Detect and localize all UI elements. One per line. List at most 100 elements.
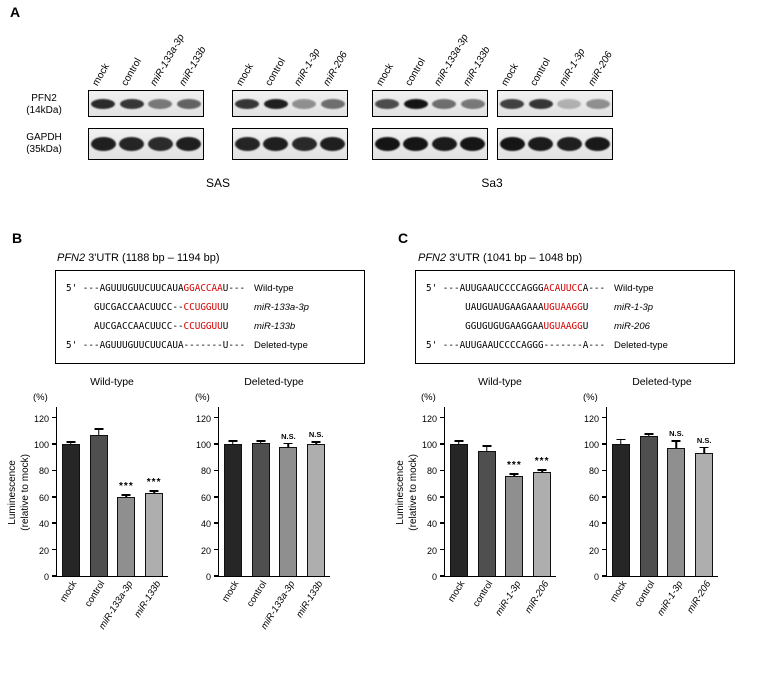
y-tick-label: 0: [205, 572, 211, 582]
error-bar-stem: [97, 428, 100, 435]
protein-band: [176, 137, 202, 151]
y-tick-mark: [602, 443, 607, 445]
lane-label: control: [118, 56, 144, 88]
protein-band: [460, 98, 485, 109]
error-bar-cap: [537, 469, 547, 471]
protein-band: [291, 137, 317, 151]
chart-title: Wild-type: [478, 376, 522, 388]
blot-group: mock control miR-133a-3p miR-133b: [88, 0, 208, 200]
sequence-label: miR-133b: [254, 321, 296, 332]
y-tick-label: 60: [200, 492, 211, 503]
lane-label: mock: [498, 61, 521, 88]
blot-group: mock control miR-1-3p miR-206: [232, 0, 349, 200]
y-tick-mark: [602, 522, 607, 524]
sequence-label: Deleted-type: [614, 340, 668, 351]
gene-name: PFN2: [418, 252, 447, 264]
sequence-segment: GGUGUGUGAAGGAA: [426, 321, 544, 332]
sequence-segment: 5' ---AGUUUGUUCUUCAUA-------U---: [66, 340, 246, 351]
y-tick-label: 80: [200, 466, 211, 477]
y-tick-mark: [602, 548, 607, 551]
y-tick-mark: [214, 469, 219, 472]
sequence-segment: A---: [582, 283, 606, 294]
protein-band: [320, 137, 346, 151]
panel-c-charts: Luminescence (relative to mock) Wild-typ…: [394, 376, 718, 665]
protein-band: [556, 137, 582, 151]
bar: [639, 436, 658, 576]
bar: [477, 450, 496, 576]
lane-label: mock: [233, 61, 256, 88]
bar: [145, 492, 164, 576]
error-bar-cap: [256, 440, 266, 442]
protein-band: [90, 137, 116, 151]
y-tick-label: 0: [431, 572, 437, 582]
chart-plot: N.S. N.S.: [602, 407, 718, 577]
seed-sequence: UGUAAGG: [543, 321, 583, 332]
y-tick-mark: [440, 575, 445, 577]
bar-group: [607, 407, 635, 576]
y-axis-title-text: Luminescence (relative to mock): [6, 454, 32, 531]
protein-band: [500, 98, 525, 109]
sequence-text: GGUGUGUGAAGGAAUGUAAGGU: [426, 321, 614, 332]
error-bar-stem: [620, 438, 622, 444]
error-bar-stem: [485, 445, 488, 451]
chart-c-wild-type: Wild-type (%) 0 20 40 60 80 100 120 *** *** moc…: [420, 376, 556, 665]
y-tick-mark: [52, 496, 57, 498]
sequence-line: 5' ---AUUGAAUCCCCAGGGACAUUCCA--- Wild-typ…: [426, 279, 724, 298]
sequence-segment: 5' ---AUUGAAUCCCCAGGG: [426, 283, 544, 294]
error-bar-stem: [232, 440, 234, 444]
error-bar-cap: [283, 442, 293, 445]
y-axis-title-line: Luminescence: [395, 459, 406, 525]
blot-gapdh: [232, 128, 348, 160]
y-tick-mark: [440, 416, 445, 419]
error-bar-stem: [458, 440, 460, 444]
y-tick-mark: [440, 496, 445, 498]
error-bar-cap: [509, 473, 519, 475]
y-tick-label: 100: [195, 440, 211, 450]
y-tick-label: 120: [33, 413, 49, 424]
y-tick-label: 120: [195, 413, 211, 424]
cell-line-label: Sa3: [481, 176, 503, 190]
chart-b-deleted-type: Deleted-type (%) 0 20 40 60 80 100 120 N.S. N.S…: [194, 376, 330, 665]
protein-band: [460, 137, 486, 151]
y-axis-title-line: Luminescence: [7, 459, 18, 525]
blot-pfn2: [232, 90, 348, 117]
sequence-label: miR-1-3p: [614, 302, 654, 313]
protein-name: PFN2: [31, 93, 57, 104]
error-bar-cap: [644, 433, 654, 435]
chart-b-wild-type: Wild-type (%) 0 20 40 60 80 100 120 *** *** moc…: [32, 376, 168, 665]
sequence-segment: UAUGUAUGAAGAAA: [426, 302, 544, 313]
y-tick-label: 40: [38, 519, 49, 530]
sequence-text: 5' ---AGUUUGUUCUUCAUA-------U---: [66, 340, 254, 351]
significance-label: ***: [119, 481, 134, 493]
error-bar-cap: [454, 440, 464, 442]
bar-group: [445, 407, 473, 576]
sequence-line: 5' ---AGUUUGUUCUUCAUA-------U--- Deleted-…: [66, 336, 354, 355]
bar: [667, 447, 686, 576]
sequence-line: GUCGACCAACUUCC--CCUGGUUU miR-133a-3p: [66, 298, 354, 317]
error-bar-cap: [228, 440, 238, 442]
lane-label: miR-1-3p: [291, 46, 323, 88]
protein-band: [375, 98, 400, 109]
seed-sequence: CCUGGUU: [183, 302, 223, 313]
gene-name: PFN2: [57, 252, 86, 264]
chart-plot: *** ***: [52, 407, 168, 577]
protein-band: [585, 98, 610, 109]
chart-yaxis: 0 20 40 60 80 100 120: [32, 407, 56, 582]
y-tick-mark: [602, 575, 607, 577]
y-tick-label: 60: [588, 492, 599, 503]
y-tick-mark: [602, 469, 607, 472]
bar-group: ***: [501, 407, 529, 576]
blot-pfn2: [497, 90, 613, 117]
protein-band: [292, 98, 317, 109]
y-tick-mark: [214, 548, 219, 551]
error-bar-cap: [149, 490, 159, 492]
chart-body: 0 20 40 60 80 100 120 *** ***: [420, 407, 556, 582]
error-bar-cap: [482, 445, 492, 447]
bar: [533, 471, 552, 576]
y-axis-title: Luminescence (relative to mock): [6, 407, 32, 577]
y-tick-mark: [52, 443, 57, 445]
bar-group: [219, 407, 247, 576]
lane-label: miR-133b: [460, 44, 493, 88]
y-tick-label: 120: [583, 413, 599, 424]
